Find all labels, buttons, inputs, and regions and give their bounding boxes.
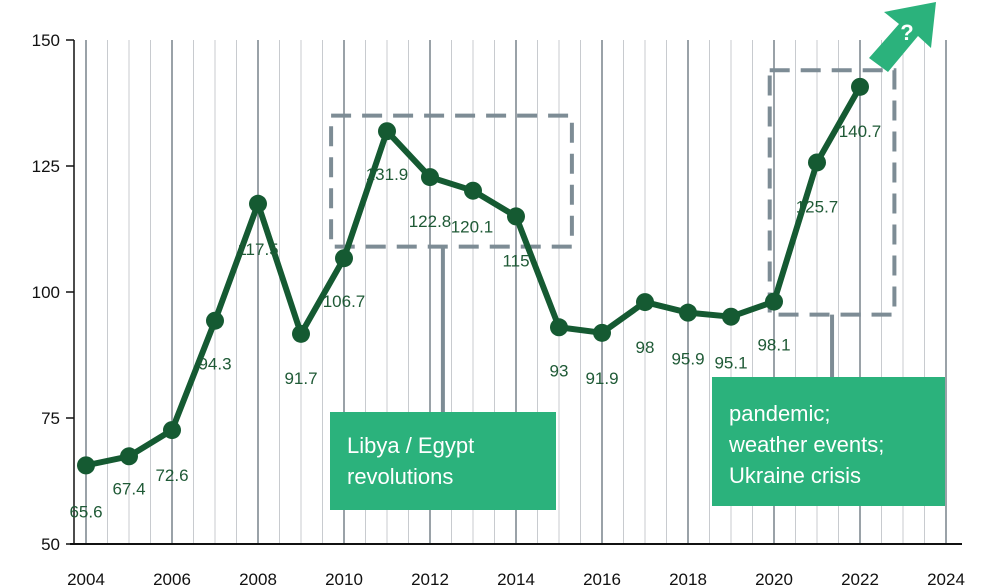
highlight-boxes bbox=[329, 68, 897, 412]
data-label: 95.9 bbox=[671, 350, 704, 369]
x-tick-label: 2004 bbox=[67, 570, 105, 588]
x-tick-label: 2024 bbox=[927, 570, 965, 588]
x-tick-label: 2018 bbox=[669, 570, 707, 588]
data-label: 91.9 bbox=[585, 369, 618, 388]
x-tick-label: 2020 bbox=[755, 570, 793, 588]
data-label: 91.7 bbox=[284, 369, 317, 388]
x-tick-label: 2010 bbox=[325, 570, 363, 588]
data-label: 131.9 bbox=[366, 165, 409, 184]
callout-pandemic: pandemic; weather events; Ukraine crisis bbox=[712, 377, 945, 506]
callout-libya-egypt: Libya / Egypt revolutions bbox=[330, 412, 556, 510]
data-label: 95.1 bbox=[714, 354, 747, 373]
data-point bbox=[851, 77, 869, 96]
x-tick-label: 2012 bbox=[411, 570, 449, 588]
data-label: 67.4 bbox=[112, 479, 145, 498]
data-point bbox=[507, 207, 525, 226]
data-point bbox=[722, 307, 740, 326]
data-label: 140.7 bbox=[839, 122, 882, 141]
data-label: 65.6 bbox=[69, 502, 102, 521]
data-point bbox=[421, 168, 439, 187]
data-point bbox=[249, 194, 267, 213]
x-tick-label: 2014 bbox=[497, 570, 535, 588]
data-label: 122.8 bbox=[409, 212, 452, 231]
data-point bbox=[679, 303, 697, 322]
data-point bbox=[464, 181, 482, 200]
x-tick-label: 2008 bbox=[239, 570, 277, 588]
data-label: 72.6 bbox=[155, 466, 188, 485]
y-tick-label: 75 bbox=[41, 409, 60, 428]
data-label: 115 bbox=[502, 251, 529, 270]
trend-question-mark: ? bbox=[900, 20, 913, 45]
data-label: 98 bbox=[636, 338, 655, 357]
data-label: 94.3 bbox=[198, 355, 231, 374]
data-point bbox=[593, 323, 611, 342]
y-tick-label: 50 bbox=[41, 535, 60, 554]
data-point bbox=[808, 153, 826, 172]
data-point bbox=[550, 318, 568, 337]
data-point bbox=[120, 447, 138, 466]
trend-arrow: ? bbox=[869, 2, 936, 72]
x-tick-label: 2022 bbox=[841, 570, 879, 588]
data-label: 93 bbox=[550, 361, 569, 380]
data-point bbox=[335, 249, 353, 268]
data-label: 106.7 bbox=[323, 292, 366, 311]
data-point bbox=[163, 421, 181, 440]
x-tick-label: 2016 bbox=[583, 570, 621, 588]
data-label: 117.5 bbox=[237, 240, 278, 259]
data-label: 98.1 bbox=[757, 336, 790, 355]
y-tick-label: 100 bbox=[32, 283, 60, 302]
highlight-box-pandemic bbox=[767, 68, 897, 317]
data-point bbox=[206, 311, 224, 330]
data-point bbox=[77, 456, 95, 475]
x-tick-label: 2006 bbox=[153, 570, 191, 588]
tick-labels: 2004 2006 2008 2010 2012 2014 2016 2018 2020 2022… bbox=[32, 31, 965, 588]
y-tick-label: 150 bbox=[32, 31, 60, 50]
data-point bbox=[292, 324, 310, 343]
data-label: 120.1 bbox=[451, 218, 494, 237]
data-label: 125.7 bbox=[796, 197, 839, 216]
axes bbox=[66, 39, 962, 545]
up-right-arrow-icon bbox=[869, 2, 936, 72]
data-labels: 65.6 67.4 72.6 94.3 117.5 91.7 106.7 131.9 122.8… bbox=[69, 122, 881, 522]
y-tick-label: 125 bbox=[32, 157, 60, 176]
data-point bbox=[636, 293, 654, 312]
data-point bbox=[378, 122, 396, 141]
series-layer bbox=[77, 77, 869, 475]
data-point bbox=[765, 292, 783, 311]
